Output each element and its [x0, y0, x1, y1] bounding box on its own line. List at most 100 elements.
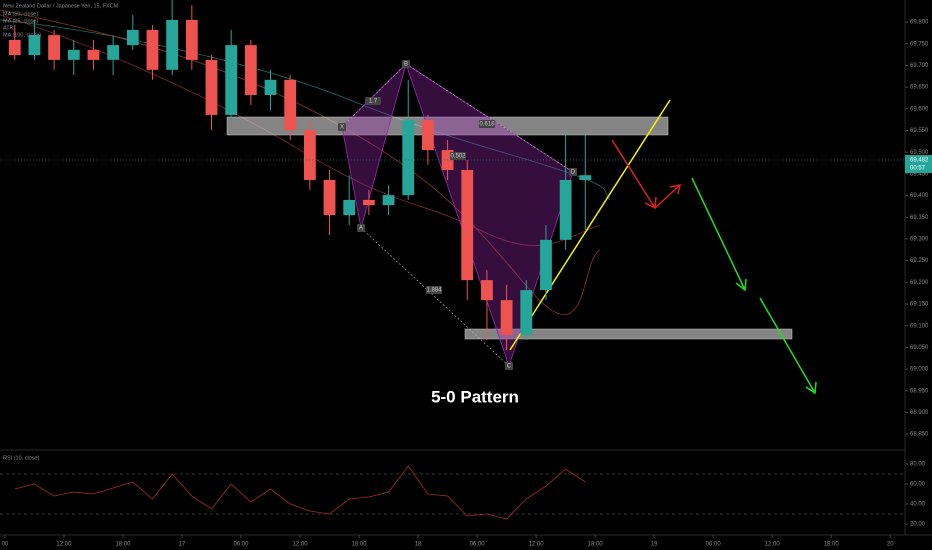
ratio-badge — [450, 152, 466, 160]
arrow — [691, 177, 746, 291]
arrow-head — [735, 278, 747, 292]
candle-body — [205, 59, 218, 115]
y-tick-label: 69.100 — [910, 323, 929, 329]
arrow — [759, 297, 816, 394]
legend-entry: MA (50, close) — [3, 11, 38, 17]
x-tick-label: 17 — [179, 542, 186, 548]
countdown: 00:57 — [910, 166, 926, 172]
point-badge — [505, 362, 513, 370]
candle-body — [520, 290, 533, 335]
point-label: C — [507, 364, 512, 370]
candle-body — [303, 130, 316, 180]
candle-body — [8, 39, 21, 56]
y-tick-label: 69.200 — [910, 280, 929, 286]
candle-body — [48, 35, 61, 60]
y-tick-label: 69.000 — [910, 367, 929, 373]
ratio-badge — [426, 286, 442, 294]
x-tick-label: 12:00 — [529, 542, 545, 548]
rsi-tick-label: 40.00 — [910, 502, 926, 508]
ratio-line — [341, 63, 407, 128]
candle-body — [67, 49, 80, 60]
support-zone — [464, 328, 793, 340]
ratio-badge — [365, 97, 381, 105]
ma-line — [0, 9, 601, 316]
candle-body — [185, 19, 198, 60]
rsi-tick-label: 20.00 — [910, 522, 926, 528]
point-badge — [357, 224, 365, 232]
candle-body — [126, 29, 139, 46]
ratio-badge — [479, 120, 495, 128]
y-tick-label: 69.700 — [910, 63, 929, 69]
plot — [8, 0, 592, 350]
y-tick-label: 69.600 — [910, 106, 929, 112]
y-tick-label: 68.950 — [910, 388, 929, 394]
y-tick-label: 69.750 — [910, 41, 929, 47]
candle-body — [500, 300, 513, 335]
point-badge — [338, 123, 346, 131]
point-label: D — [571, 170, 576, 176]
candle-body — [481, 280, 493, 301]
x-tick-label: 18:00 — [115, 542, 131, 548]
candle-body — [382, 195, 395, 206]
y-tick-label: 69.150 — [910, 302, 929, 308]
point-badge — [569, 168, 577, 176]
candle-body — [559, 179, 572, 240]
x-tick-label: 18:00 — [588, 542, 604, 548]
x-tick-label: 19 — [651, 542, 658, 548]
rsi-tick-label: 80.00 — [910, 462, 926, 468]
ratio-label: 1.7 — [369, 99, 378, 105]
candle-body — [225, 45, 238, 115]
point-label: A — [359, 226, 363, 232]
candle-body — [28, 35, 41, 56]
ratio-line — [405, 63, 574, 173]
pattern-name: 5-0 Pattern — [431, 387, 519, 406]
x-tick-label: 12:00 — [56, 542, 72, 548]
trend-line — [509, 99, 671, 351]
chart-title: New Zealand Dollar / Japanese Yen, 15, F… — [3, 3, 119, 9]
candle-body — [146, 29, 159, 70]
candle-body — [540, 239, 552, 291]
y-tick-label: 69.350 — [910, 215, 929, 221]
y-tick-label: 69.050 — [910, 345, 929, 351]
resistance-zone — [226, 116, 669, 136]
candle-body — [343, 199, 356, 216]
y-tick-label: 69.550 — [910, 128, 929, 134]
y-tick-label: 69.400 — [910, 193, 929, 199]
y-tick-label: 69.800 — [910, 20, 929, 26]
x-tick-label: 06:00 — [233, 542, 249, 548]
candle-body — [264, 79, 277, 95]
rsi-title: RSI (10, close) — [3, 455, 40, 461]
candle-body — [362, 199, 375, 206]
y-tick-label: 68.850 — [910, 432, 929, 438]
x-tick-label: 06:00 — [706, 542, 722, 548]
candle-body — [284, 79, 297, 131]
candle-body — [166, 19, 179, 70]
y-tick-label: 69.250 — [910, 258, 929, 264]
point-badge — [402, 60, 410, 68]
arrow-head — [669, 184, 681, 195]
ratio-label: 1.884 — [426, 288, 442, 294]
legend-entry: MA (100, close) — [3, 32, 41, 38]
arrow-head — [805, 381, 817, 395]
x-tick-label: 06:00 — [470, 542, 486, 548]
candle-body — [402, 120, 415, 196]
ratio-label: 0.502 — [450, 154, 466, 160]
ratio-line — [360, 227, 510, 367]
x-tick-label: 20 — [887, 542, 894, 548]
candle-body — [87, 49, 100, 60]
x-tick-label: 18:00 — [352, 542, 368, 548]
candle-body — [107, 45, 120, 60]
point-label: X — [340, 125, 344, 131]
arrow-head — [644, 196, 657, 210]
candle-body — [323, 179, 336, 216]
y-tick-label: 69.450 — [910, 171, 929, 177]
rsi-line — [14, 465, 586, 520]
last-price-label: 69.482 — [910, 158, 929, 164]
candle-body — [244, 45, 257, 95]
rsi-tick-label: 60.00 — [910, 482, 926, 488]
y-tick-label: 69.500 — [910, 150, 929, 156]
candle-body — [461, 170, 474, 281]
point-label: B — [404, 62, 408, 68]
ratio-label: 0.618 — [479, 122, 495, 128]
